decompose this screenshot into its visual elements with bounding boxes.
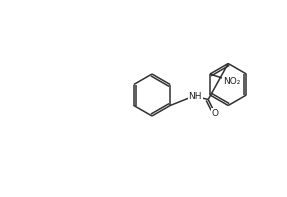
Text: NH: NH bbox=[189, 92, 202, 101]
Text: NO₂: NO₂ bbox=[223, 76, 241, 85]
Text: O: O bbox=[212, 109, 219, 118]
